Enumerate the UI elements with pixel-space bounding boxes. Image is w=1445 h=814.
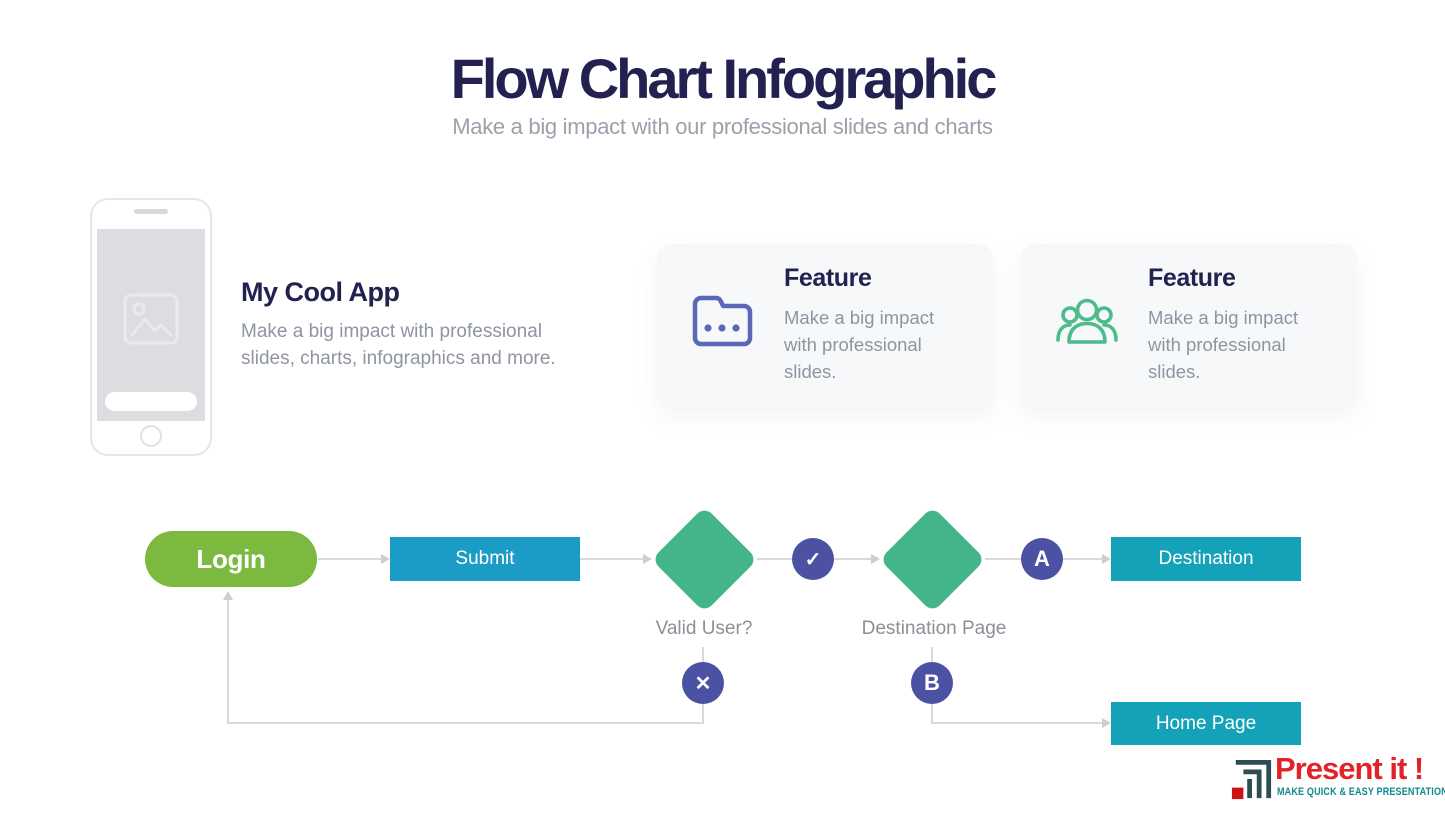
feature-description: Make a big impact with professional slid… [1148, 307, 1299, 382]
brand-footer: Present it ! MAKE QUICK & EASY PRESENTAT… [1231, 751, 1445, 807]
flow-node-home-page: Home Page [1111, 702, 1301, 745]
flow-node-submit: Submit [390, 537, 580, 581]
feature-title: Feature [784, 264, 872, 292]
destination-page-label: Destination Page [861, 618, 1007, 639]
flow-node-login: Login [145, 531, 317, 587]
page-title: Flow Chart Infographic [450, 47, 998, 110]
flow-decision-valid-user [651, 506, 758, 613]
check-icon: ✓ [792, 538, 834, 580]
phone-screen [97, 229, 205, 421]
people-group-icon [1056, 298, 1118, 344]
page-subtitle: Make a big impact with our professional … [452, 114, 993, 139]
flow-node-destination: Destination [1111, 537, 1301, 581]
folder-icon [692, 295, 753, 347]
branch-a-badge: A [1021, 538, 1063, 580]
flow-decision-destination-page [879, 506, 986, 613]
brand-name: Present it ! [1275, 751, 1424, 786]
feature-title: Feature [1148, 264, 1236, 292]
present-it-logo-icon [1231, 759, 1272, 800]
app-intro-description: Make a big impact with professional slid… [241, 321, 556, 369]
image-placeholder-icon [123, 293, 179, 345]
phone-mockup [90, 198, 212, 456]
feature-description: Make a big impact with professional slid… [784, 307, 935, 382]
branch-b-badge: B [911, 662, 953, 704]
phone-home-button [140, 425, 162, 447]
feature-card-1: Feature Make a big impact with professio… [657, 244, 993, 407]
cross-icon: ✕ [682, 662, 724, 704]
brand-tagline: MAKE QUICK & EASY PRESENTATIONS [1277, 786, 1445, 798]
valid-user-label: Valid User? [655, 618, 753, 639]
app-intro-title: My Cool App [241, 277, 400, 307]
phone-screen-button-bar [105, 392, 197, 411]
phone-speaker [134, 209, 168, 214]
feature-card-2: Feature Make a big impact with professio… [1021, 244, 1357, 407]
